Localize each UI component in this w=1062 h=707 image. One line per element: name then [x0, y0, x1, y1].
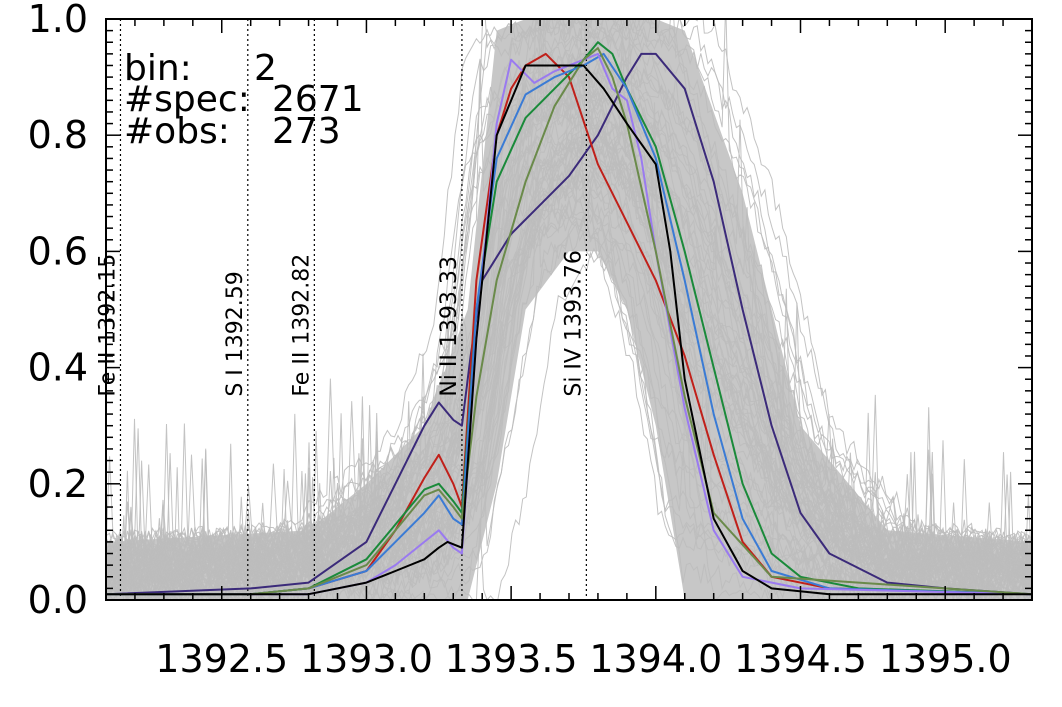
background-spectrum	[106, 135, 1032, 585]
x-tick-label: 1395.0	[879, 637, 1012, 681]
y-tick-label: 0.2	[28, 462, 88, 506]
series-line-7	[106, 64, 1032, 596]
background-spectrum	[106, 19, 1032, 553]
y-tick-label: 1.0	[28, 0, 88, 41]
series-line-3	[106, 41, 1032, 596]
x-tick-label: 1393.5	[445, 637, 578, 681]
reference-line-label: Fe II 1392.82	[289, 254, 314, 397]
axes-layer: 1392.5 1393.0 1393.5 1394.0 1394.5 1395.0 0.0 0…	[28, 0, 1033, 681]
reference-line-label: Fe II 1392.15	[95, 254, 120, 397]
info-annotation: bin: 2 #spec: 2671 #obs: 273	[124, 48, 364, 152]
reference-line-label: Si IV 1393.76	[561, 250, 586, 397]
background-spectrum	[106, 91, 1032, 574]
background-spectrum	[106, 108, 1032, 579]
series-line-4	[106, 52, 1032, 596]
series-line-5	[106, 52, 1032, 596]
background-spectrum	[106, 19, 1032, 580]
reference-lines-layer: Fe II 1392.15 S I 1392.59 Fe II 1392.82 Ni …	[95, 19, 587, 600]
spec-value: 2671	[272, 79, 364, 120]
bin-value: 2	[254, 48, 277, 89]
series-line-6	[106, 47, 1032, 596]
obs-label: #obs:	[124, 111, 230, 152]
x-tick-label: 1393.0	[300, 637, 433, 681]
background-spectra-layer	[106, 19, 1032, 600]
y-tick-label: 0.0	[28, 578, 88, 622]
y-tick-label: 0.4	[28, 346, 88, 390]
background-spectrum	[106, 19, 1032, 554]
spec-label: #spec:	[124, 79, 250, 120]
x-tick-label: 1394.5	[734, 637, 867, 681]
series-line-1	[106, 52, 1032, 596]
obs-value: 273	[272, 111, 341, 152]
bin-label: bin:	[124, 48, 192, 89]
y-tick-label: 0.8	[28, 113, 88, 157]
y-tick-label: 0.6	[28, 229, 88, 273]
reference-line-label: S I 1392.59	[223, 271, 248, 396]
background-spectrum	[106, 188, 1032, 600]
background-spectrum	[106, 168, 1032, 595]
reference-line-label: Ni II 1393.33	[437, 256, 462, 397]
x-tick-label: 1392.5	[155, 637, 288, 681]
x-tick-label: 1394.0	[589, 637, 722, 681]
series-layer	[106, 41, 1032, 596]
